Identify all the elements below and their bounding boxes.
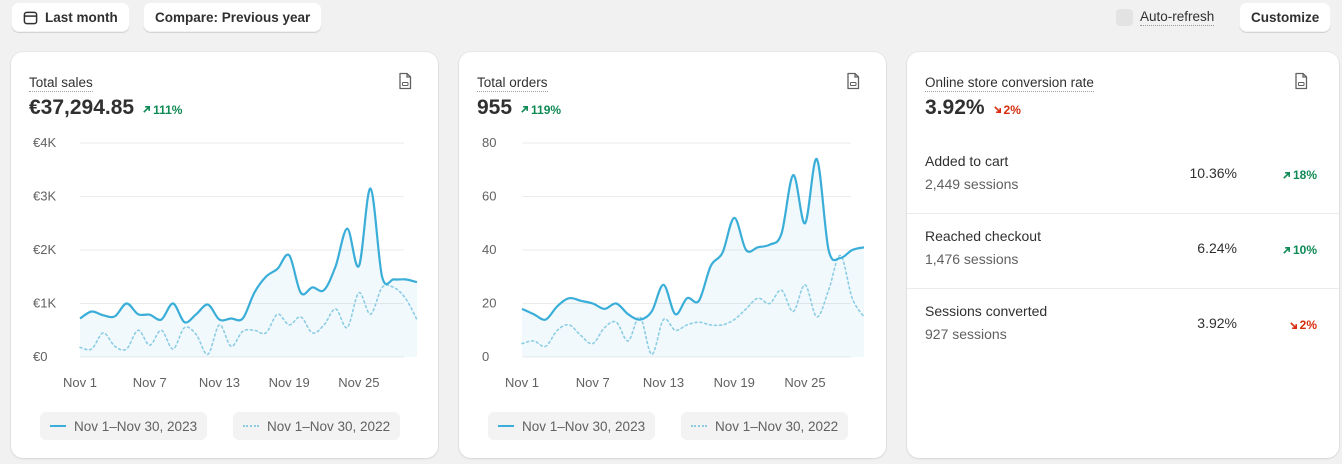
arrow-up-right-icon — [521, 105, 529, 113]
chart-legend: Nov 1–Nov 30, 2022 — [681, 412, 849, 440]
delta-value: 119% — [531, 102, 562, 117]
funnel-step-name: Reached checkout — [925, 228, 1041, 244]
y-tick-label: €0 — [33, 349, 47, 364]
legend-swatch-current — [498, 425, 514, 427]
compare-button[interactable]: Compare: Previous year — [143, 2, 323, 32]
card-metric: 3.92% 2% — [925, 96, 1021, 120]
card-title[interactable]: Total sales — [29, 75, 93, 92]
metric-delta: 111% — [142, 103, 182, 117]
x-tick-label: Nov 1 — [505, 375, 539, 390]
chart-legend: Nov 1–Nov 30, 2023 — [40, 412, 208, 440]
total-orders-card: Total orders 955 119% 0 20 40 60 80 Nov 1 Nov … — [459, 52, 886, 458]
funnel-step-delta: 2% — [1289, 318, 1317, 332]
y-tick-label: 0 — [482, 349, 489, 364]
arrow-up-right-icon — [143, 105, 151, 113]
y-tick-label: 20 — [482, 296, 496, 311]
legend-swatch-previous — [243, 425, 259, 427]
x-tick-label: Nov 1 — [63, 375, 97, 390]
report-document-icon[interactable] — [1293, 72, 1309, 90]
y-tick-label: €2K — [33, 242, 56, 257]
customize-label: Customize — [1251, 9, 1320, 25]
orders-line-chart: 0 20 40 60 80 Nov 1 Nov 7 Nov 13 Nov 19 Nov 25 — [482, 135, 865, 390]
metric-delta: 119% — [520, 103, 561, 117]
funnel-step-rate: 6.24% — [1197, 240, 1237, 256]
legend-current-label: Nov 1–Nov 30, 2023 — [522, 418, 646, 434]
card-metric: 955 119% — [477, 96, 561, 120]
funnel-step-name: Sessions converted — [925, 303, 1048, 319]
chart-legend: Nov 1–Nov 30, 2022 — [233, 412, 401, 440]
x-tick-label: Nov 13 — [643, 375, 684, 390]
compare-label: Compare: Previous year — [155, 9, 311, 25]
sales-line-chart: €0 €1K €2K €3K €4K Nov 1 Nov 7 Nov 13 Nov 19 Nov … — [33, 135, 418, 390]
x-tick-label: Nov 25 — [338, 375, 379, 390]
legend-current-label: Nov 1–Nov 30, 2023 — [74, 418, 198, 434]
customize-button[interactable]: Customize — [1239, 2, 1332, 32]
chart-legend: Nov 1–Nov 30, 2023 — [488, 412, 656, 440]
funnel-step-delta: 18% — [1282, 168, 1317, 182]
x-tick-label: Nov 7 — [576, 375, 610, 390]
x-tick-label: Nov 19 — [269, 375, 310, 390]
y-tick-label: €4K — [33, 135, 56, 150]
series-area-current — [522, 158, 864, 357]
funnel-row-added-to-cart: Added to cart 2,449 sessions 10.36% 18% — [907, 139, 1339, 214]
funnel-row-reached-checkout: Reached checkout 1,476 sessions 6.24% 10… — [907, 213, 1339, 288]
arrow-down-right-icon — [993, 106, 1001, 114]
series-line-previous — [521, 254, 865, 356]
funnel-step-name: Added to cart — [925, 153, 1009, 169]
y-tick-label: €1K — [33, 296, 56, 311]
arrow-down-right-icon — [1289, 321, 1297, 329]
funnel-step-rate: 3.92% — [1197, 315, 1237, 331]
delta-value: 18% — [1292, 168, 1317, 182]
legend-previous-label: Nov 1–Nov 30, 2022 — [267, 418, 391, 434]
y-tick-label: €3K — [33, 189, 56, 204]
series-line-current — [521, 157, 865, 321]
x-tick-label: Nov 7 — [133, 375, 167, 390]
metric-value: 3.92% — [925, 96, 985, 119]
funnel-step-sessions: 2,449 sessions — [925, 176, 1019, 192]
y-tick-label: 40 — [482, 242, 496, 257]
auto-refresh-checkbox[interactable] — [1116, 8, 1133, 26]
y-tick-label: 60 — [482, 189, 496, 204]
delta-value: 2% — [1003, 102, 1021, 117]
total-sales-card: Total sales €37,294.85 111% €0 €1K €2K €3K €… — [11, 52, 438, 458]
date-range-button[interactable]: Last month — [11, 2, 130, 32]
delta-value: 2% — [1299, 318, 1317, 332]
x-tick-label: Nov 13 — [199, 375, 240, 390]
funnel-row-sessions-converted: Sessions converted 927 sessions 3.92% 2% — [907, 288, 1339, 363]
legend-swatch-current — [50, 425, 66, 427]
x-tick-label: Nov 19 — [714, 375, 755, 390]
funnel-step-sessions: 927 sessions — [925, 326, 1007, 342]
metric-value: €37,294.85 — [29, 96, 135, 119]
card-metric: €37,294.85 111% — [29, 96, 182, 120]
arrow-up-right-icon — [1283, 171, 1290, 179]
funnel-step-rate: 10.36% — [1189, 165, 1237, 181]
legend-swatch-previous — [691, 425, 707, 427]
series-area-current — [80, 188, 417, 357]
report-document-icon[interactable] — [845, 72, 861, 90]
report-document-icon[interactable] — [397, 72, 413, 90]
date-range-label: Last month — [45, 9, 118, 25]
conversion-rate-card: Online store conversion rate 3.92% 2% Ad… — [907, 52, 1339, 458]
series-line-previous — [79, 284, 418, 356]
delta-value: 111% — [153, 102, 183, 117]
auto-refresh-label: Auto-refresh — [1140, 8, 1215, 26]
x-tick-label: Nov 25 — [784, 375, 825, 390]
metric-value: 955 — [477, 96, 513, 119]
metric-delta: 2% — [993, 103, 1021, 117]
arrow-up-right-icon — [1283, 246, 1290, 254]
legend-previous-label: Nov 1–Nov 30, 2022 — [715, 418, 839, 434]
auto-refresh-toggle[interactable]: Auto-refresh — [1116, 6, 1215, 28]
funnel-step-delta: 10% — [1282, 243, 1317, 257]
y-tick-label: 80 — [482, 135, 496, 150]
delta-value: 10% — [1292, 243, 1317, 257]
card-title[interactable]: Total orders — [477, 75, 548, 92]
card-title[interactable]: Online store conversion rate — [925, 75, 1094, 92]
calendar-icon — [23, 11, 38, 24]
funnel-step-sessions: 1,476 sessions — [925, 251, 1019, 267]
series-line-current — [79, 187, 418, 324]
